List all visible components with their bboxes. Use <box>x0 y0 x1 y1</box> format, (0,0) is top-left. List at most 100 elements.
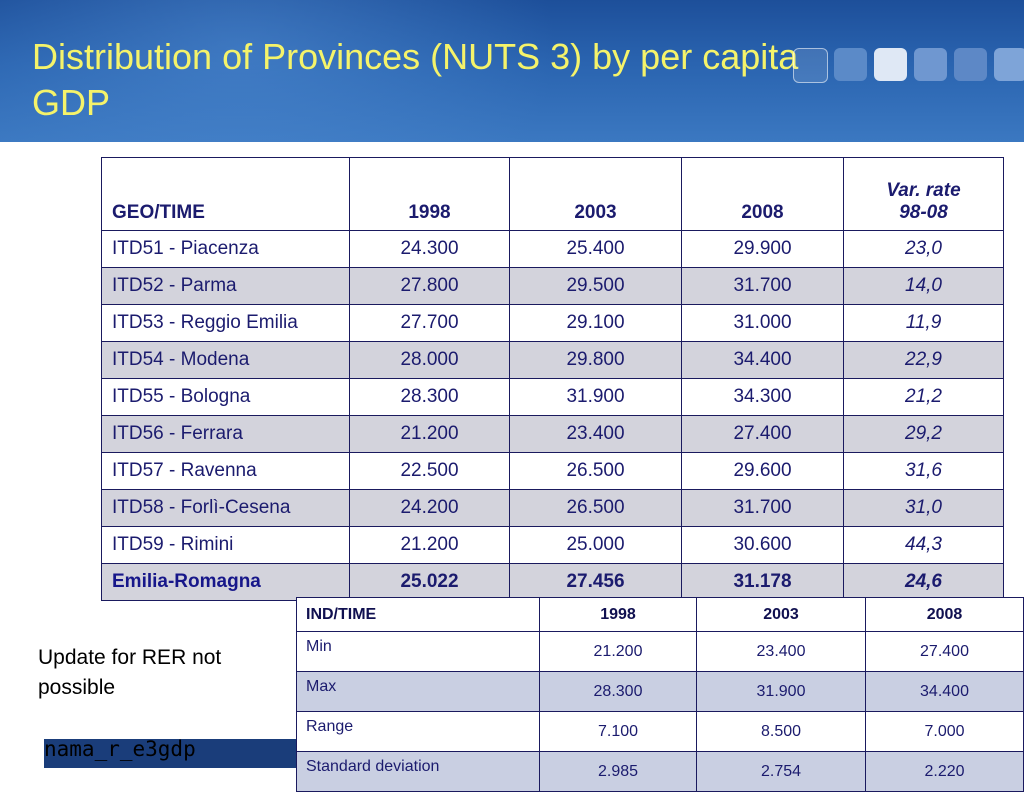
stats-header-1998: 1998 <box>539 597 697 632</box>
stat-2008-cell: 27.400 <box>865 631 1024 672</box>
table-row: Emilia-Romagna 25.022 27.456 31.178 24,6 <box>101 563 1004 601</box>
var-rate-cell: 24,6 <box>843 563 1004 601</box>
stat-2003-cell: 8.500 <box>696 711 866 752</box>
decorative-square <box>793 48 828 83</box>
table-row: ITD51 - Piacenza 24.300 25.400 29.900 23,0 <box>101 230 1004 268</box>
stats-header-2003: 2003 <box>696 597 866 632</box>
stat-1998-cell: 21.200 <box>539 631 697 672</box>
value-2003-cell: 27.456 <box>509 563 682 601</box>
value-1998-cell: 24.200 <box>349 489 510 527</box>
province-cell: ITD55 - Bologna <box>101 378 350 416</box>
indicator-cell: Min <box>296 631 540 672</box>
value-1998-cell: 28.300 <box>349 378 510 416</box>
update-note: Update for RER not possible <box>38 646 222 699</box>
province-cell: ITD57 - Ravenna <box>101 452 350 490</box>
stat-2008-cell: 2.220 <box>865 751 1024 792</box>
table-row: ITD56 - Ferrara 21.200 23.400 27.400 29,2 <box>101 415 1004 453</box>
province-cell: ITD51 - Piacenza <box>101 230 350 268</box>
decorative-squares <box>793 48 1024 84</box>
value-2008-cell: 31.700 <box>681 489 844 527</box>
main-table-body: ITD51 - Piacenza 24.300 25.400 29.900 23,0 IT… <box>101 230 1004 601</box>
header-2003: 2003 <box>509 157 682 231</box>
value-2003-cell: 29.800 <box>509 341 682 379</box>
value-1998-cell: 21.200 <box>349 526 510 564</box>
slide-title: Distribution of Provinces (NUTS 3) by pe… <box>32 36 799 123</box>
value-2008-cell: 29.900 <box>681 230 844 268</box>
value-2003-cell: 26.500 <box>509 452 682 490</box>
table-row: ITD54 - Modena 28.000 29.800 34.400 22,9 <box>101 341 1004 379</box>
stat-1998-cell: 2.985 <box>539 751 697 792</box>
value-2003-cell: 29.100 <box>509 304 682 342</box>
table-row: ITD55 - Bologna 28.300 31.900 34.300 21,2 <box>101 378 1004 416</box>
province-cell: ITD52 - Parma <box>101 267 350 305</box>
table-row: ITD57 - Ravenna 22.500 26.500 29.600 31,6 <box>101 452 1004 490</box>
decorative-square <box>874 48 907 81</box>
stats-row: Min 21.200 23.400 27.400 <box>296 631 1024 672</box>
stats-header-2008: 2008 <box>865 597 1024 632</box>
var-rate-cell: 22,9 <box>843 341 1004 379</box>
province-cell: ITD54 - Modena <box>101 341 350 379</box>
table-row: ITD53 - Reggio Emilia 27.700 29.100 31.000 1… <box>101 304 1004 342</box>
value-1998-cell: 21.200 <box>349 415 510 453</box>
value-2003-cell: 29.500 <box>509 267 682 305</box>
value-2008-cell: 31.178 <box>681 563 844 601</box>
stats-row: Max 28.300 31.900 34.400 <box>296 671 1024 712</box>
table-row: ITD58 - Forlì-Cesena 24.200 26.500 31.700 31… <box>101 489 1004 527</box>
var-rate-cell: 21,2 <box>843 378 1004 416</box>
stats-row: Range 7.100 8.500 7.000 <box>296 711 1024 752</box>
stat-1998-cell: 28.300 <box>539 671 697 712</box>
decorative-square <box>954 48 987 81</box>
table-header-row: GEO/TIME 1998 2003 2008 Var. rate 98-08 <box>101 157 1004 231</box>
var-rate-cell: 11,9 <box>843 304 1004 342</box>
stats-header-row: IND/TIME 1998 2003 2008 <box>296 597 1024 632</box>
var-rate-cell: 29,2 <box>843 415 1004 453</box>
value-2008-cell: 30.600 <box>681 526 844 564</box>
value-1998-cell: 25.022 <box>349 563 510 601</box>
value-1998-cell: 24.300 <box>349 230 510 268</box>
stat-2008-cell: 7.000 <box>865 711 1024 752</box>
value-2008-cell: 31.000 <box>681 304 844 342</box>
header-2008: 2008 <box>681 157 844 231</box>
stat-2003-cell: 2.754 <box>696 751 866 792</box>
var-rate-cell: 14,0 <box>843 267 1004 305</box>
header-var-rate: Var. rate 98-08 <box>843 157 1004 231</box>
value-1998-cell: 22.500 <box>349 452 510 490</box>
stat-2008-cell: 34.400 <box>865 671 1024 712</box>
value-2008-cell: 31.700 <box>681 267 844 305</box>
value-2008-cell: 34.300 <box>681 378 844 416</box>
table-row: ITD59 - Rimini 21.200 25.000 30.600 44,3 <box>101 526 1004 564</box>
province-cell: ITD58 - Forlì-Cesena <box>101 489 350 527</box>
var-rate-cell: 31,0 <box>843 489 1004 527</box>
gdp-by-province-table: GEO/TIME 1998 2003 2008 Var. rate 98-08 I… <box>101 157 1004 601</box>
decorative-square <box>994 48 1024 81</box>
indicator-cell: Standard deviation <box>296 751 540 792</box>
value-2008-cell: 29.600 <box>681 452 844 490</box>
stat-2003-cell: 23.400 <box>696 631 866 672</box>
value-2003-cell: 25.000 <box>509 526 682 564</box>
province-cell: ITD56 - Ferrara <box>101 415 350 453</box>
header-var-rate-line2: 98-08 <box>899 202 948 223</box>
value-1998-cell: 27.800 <box>349 267 510 305</box>
province-cell: ITD59 - Rimini <box>101 526 350 564</box>
stat-2003-cell: 31.900 <box>696 671 866 712</box>
source-bar <box>44 739 296 768</box>
var-rate-cell: 31,6 <box>843 452 1004 490</box>
value-2003-cell: 25.400 <box>509 230 682 268</box>
source-label: nama_r_e3gdp <box>44 737 196 761</box>
value-2008-cell: 27.400 <box>681 415 844 453</box>
header-ind-time: IND/TIME <box>296 597 540 632</box>
slide-header: Distribution of Provinces (NUTS 3) by pe… <box>0 0 1024 142</box>
header-var-rate-line1: Var. rate <box>886 180 961 201</box>
header-geo-time: GEO/TIME <box>101 157 350 231</box>
value-2008-cell: 34.400 <box>681 341 844 379</box>
value-2003-cell: 31.900 <box>509 378 682 416</box>
value-1998-cell: 28.000 <box>349 341 510 379</box>
header-1998: 1998 <box>349 157 510 231</box>
province-cell: ITD53 - Reggio Emilia <box>101 304 350 342</box>
statistics-table: IND/TIME 1998 2003 2008 Min 21.200 23.400 2… <box>296 597 1024 792</box>
table-row: ITD52 - Parma 27.800 29.500 31.700 14,0 <box>101 267 1004 305</box>
province-cell: Emilia-Romagna <box>101 563 350 601</box>
value-2003-cell: 23.400 <box>509 415 682 453</box>
decorative-square <box>914 48 947 81</box>
decorative-square <box>834 48 867 81</box>
